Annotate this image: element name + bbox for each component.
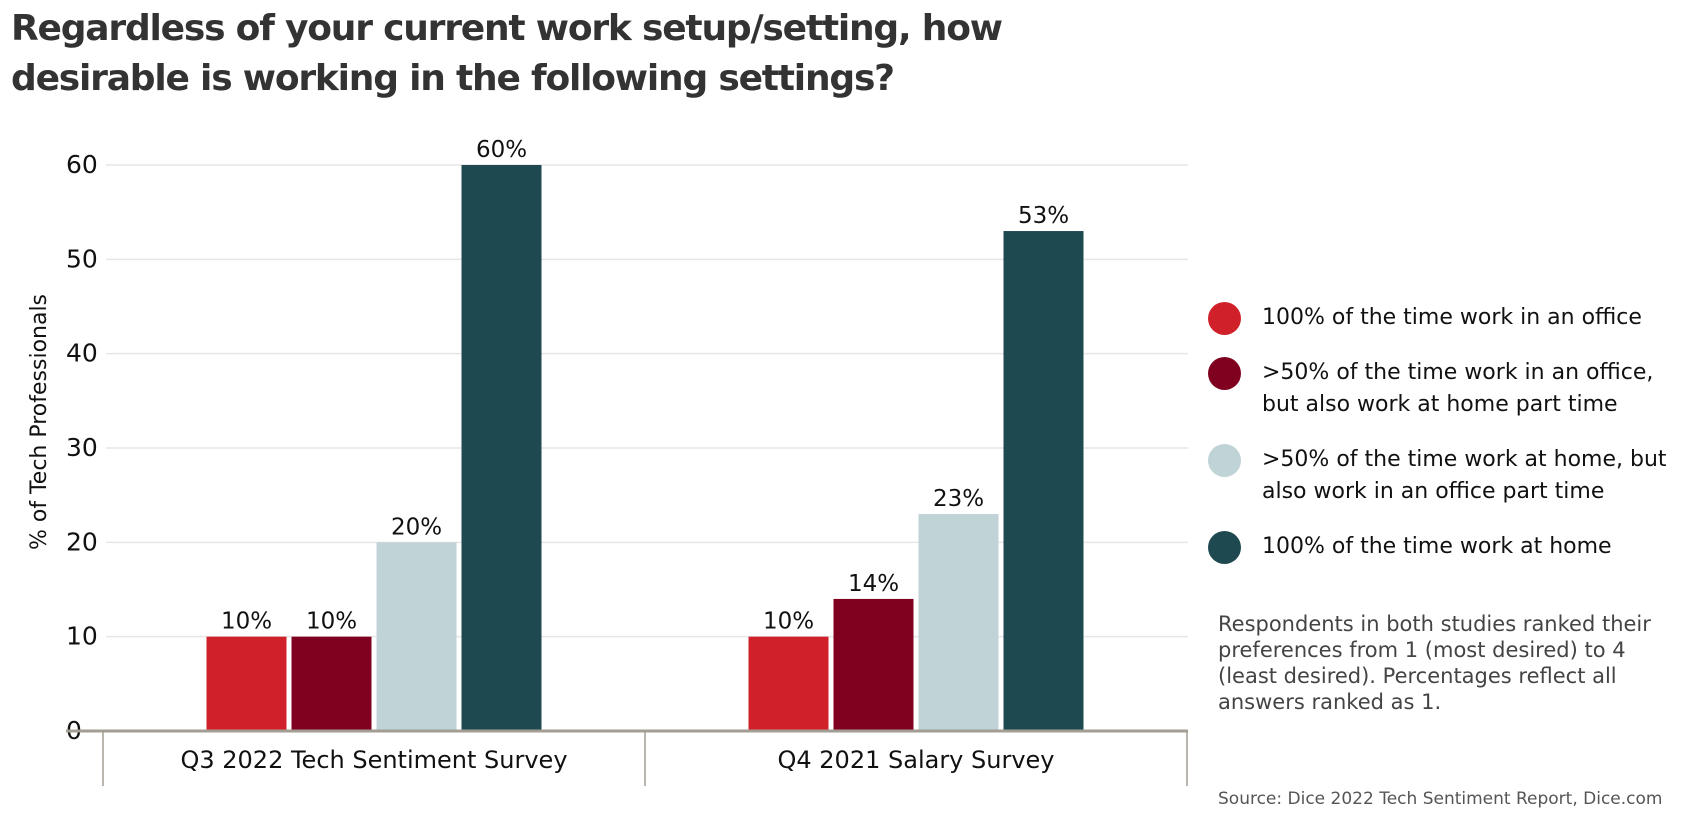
legend-swatch-office-full <box>1208 302 1241 335</box>
legend-swatch-office-majority <box>1208 357 1241 390</box>
methodology-note: Respondents in both studies ranked their… <box>1218 612 1651 714</box>
legend-label: >50% of the time work in an office, but … <box>1262 360 1654 417</box>
data-label: 60% <box>476 137 527 163</box>
legend-swatch-home-full <box>1208 531 1241 564</box>
legend-item-home-full: 100% of the time work at home <box>1208 531 1688 564</box>
source-note: Source: Dice 2022 Tech Sentiment Report,… <box>1218 789 1663 809</box>
bar <box>833 598 914 731</box>
legend-item-home-majority: >50% of the time work at home, but also … <box>1208 444 1688 508</box>
bar <box>748 636 829 731</box>
chart-title: Regardless of your current work setup/se… <box>11 8 1003 99</box>
legend-label: 100% of the time work at home <box>1262 534 1612 559</box>
legend: 100% of the time work in an office >50% … <box>1208 302 1688 586</box>
y-axis-title: % of Tech Professionals <box>27 294 52 550</box>
y-tick-label: 60 <box>66 150 98 179</box>
legend-item-office-majority: >50% of the time work in an office, but … <box>1208 357 1688 421</box>
data-label: 10% <box>763 609 814 635</box>
data-label: 23% <box>933 486 984 512</box>
bar <box>291 636 372 731</box>
bar <box>1003 231 1084 732</box>
data-label: 53% <box>1018 203 1069 229</box>
bar <box>918 514 999 731</box>
x-category-label: Q4 2021 Salary Survey <box>778 746 1055 774</box>
legend-label: 100% of the time work in an office <box>1262 305 1642 330</box>
y-tick-label: 20 <box>66 527 98 556</box>
bar <box>461 165 542 731</box>
y-tick-label: 30 <box>66 433 98 462</box>
data-label: 10% <box>306 609 357 635</box>
data-label: 20% <box>391 514 442 540</box>
legend-item-office-full: 100% of the time work in an office <box>1208 302 1688 335</box>
bar <box>376 542 457 731</box>
y-tick-label: 50 <box>66 244 98 273</box>
y-tick-label: 10 <box>66 622 98 651</box>
legend-swatch-home-majority <box>1208 444 1241 477</box>
data-label: 10% <box>221 609 272 635</box>
bar <box>206 636 287 731</box>
x-category-label: Q3 2022 Tech Sentiment Survey <box>180 746 567 774</box>
data-label: 14% <box>848 571 899 597</box>
legend-label: >50% of the time work at home, but also … <box>1262 447 1667 504</box>
y-tick-label: 40 <box>66 339 98 368</box>
